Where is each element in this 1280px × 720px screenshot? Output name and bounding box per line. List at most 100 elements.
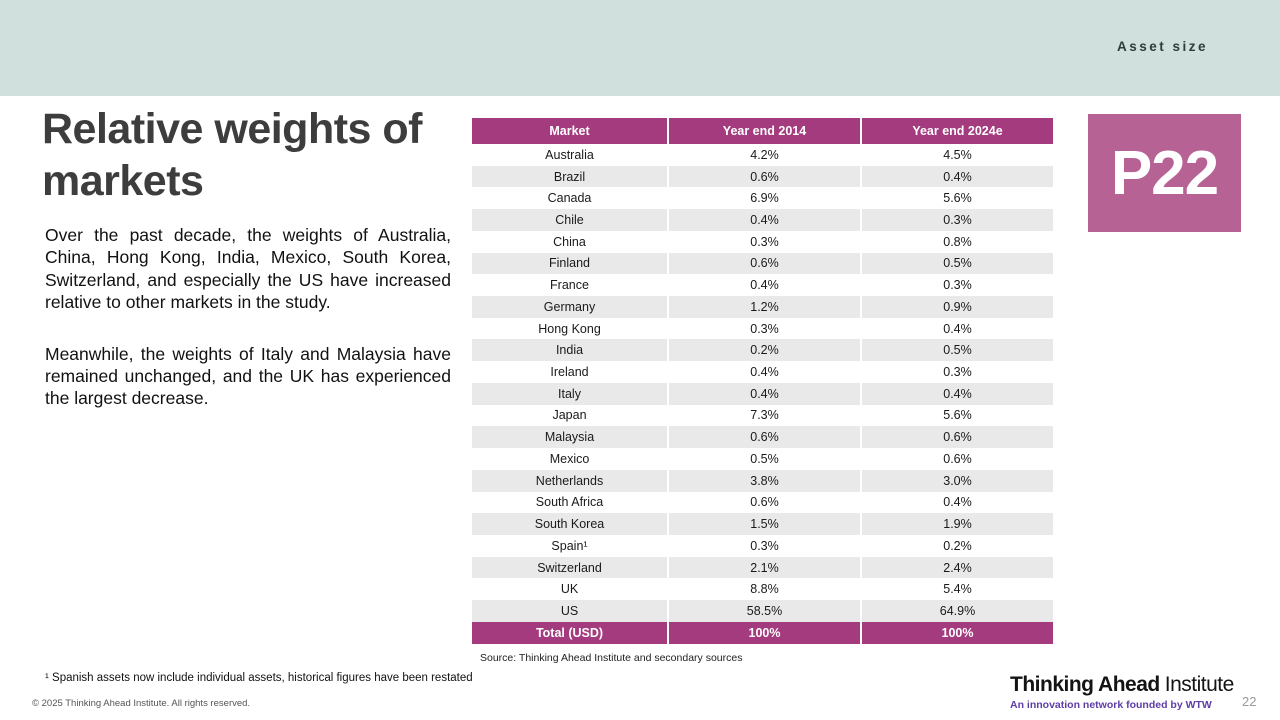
table-row: Italy 0.4% 0.4% [472, 382, 1053, 405]
table-cell-y2024: 0.3% [862, 361, 1053, 383]
table-cell-y2014: 1.5% [669, 513, 860, 535]
table-cell-y2014: 0.5% [669, 448, 860, 470]
table-cell-y2014: 0.4% [669, 209, 860, 231]
brand-name: Thinking Ahead Institute [1010, 673, 1250, 697]
page-badge: P22 [1088, 114, 1241, 232]
table-cell-y2014: 0.6% [669, 165, 860, 188]
table-row: Japan 7.3% 5.6% [472, 404, 1053, 427]
table-cell-market: Spain¹ [472, 534, 667, 557]
table-cell-y2014: 0.2% [669, 339, 860, 362]
table-cell-y2014: 0.3% [669, 317, 860, 340]
table-row: Malaysia 0.6% 0.6% [472, 426, 1053, 449]
table-cell-market: Chile [472, 209, 667, 231]
table-cell-y2024: 0.9% [862, 296, 1053, 318]
brand-name-bold: Thinking Ahead [1010, 673, 1160, 696]
brand-logo: Thinking Ahead Institute An innovation ne… [1010, 673, 1250, 711]
top-banner: Asset size [0, 0, 1280, 96]
table-cell-market: France [472, 274, 667, 297]
table-cell-y2014: 2.1% [669, 556, 860, 579]
paragraph-2: Meanwhile, the weights of Italy and Mala… [45, 343, 451, 409]
table-cell-y2014: 0.6% [669, 252, 860, 275]
table-cell-market: Finland [472, 252, 667, 275]
table-cell-y2024: 5.6% [862, 404, 1053, 427]
table-cell-y2024: 0.8% [862, 230, 1053, 253]
table-total-row: Total (USD) 100% 100% [472, 621, 1053, 644]
table-cell-market: Switzerland [472, 556, 667, 579]
paragraph-1: Over the past decade, the weights of Aus… [45, 225, 451, 313]
table-cell-y2024: 0.4% [862, 165, 1053, 188]
table-cell-y2024: 0.3% [862, 209, 1053, 231]
table-row: Australia 4.2% 4.5% [472, 144, 1053, 166]
table-cell-y2014: 0.4% [669, 361, 860, 383]
table-cell-market: US [472, 600, 667, 622]
table-cell-market: Netherlands [472, 469, 667, 492]
table-row: Chile 0.4% 0.3% [472, 209, 1053, 231]
total-2024e: 100% [862, 621, 1053, 644]
table-cell-y2014: 4.2% [669, 144, 860, 166]
table-cell-y2024: 0.6% [862, 426, 1053, 449]
table-header-row: Market Year end 2014 Year end 2024e [472, 118, 1053, 144]
table-row: Canada 6.9% 5.6% [472, 187, 1053, 210]
table-cell-market: Japan [472, 404, 667, 427]
table-row: Spain¹ 0.3% 0.2% [472, 534, 1053, 557]
table-cell-y2014: 0.6% [669, 491, 860, 514]
table-cell-market: Canada [472, 187, 667, 210]
table-row: South Africa 0.6% 0.4% [472, 491, 1053, 514]
table-cell-y2014: 0.3% [669, 534, 860, 557]
table-header-2024e: Year end 2024e [862, 118, 1053, 144]
footnote: ¹ Spanish assets now include individual … [45, 672, 473, 684]
table-cell-market: Australia [472, 144, 667, 166]
table-cell-y2014: 58.5% [669, 600, 860, 622]
copyright: © 2025 Thinking Ahead Institute. All rig… [32, 698, 251, 709]
table-cell-y2024: 0.5% [862, 339, 1053, 362]
table-cell-y2014: 0.3% [669, 230, 860, 253]
table-cell-y2014: 0.4% [669, 274, 860, 297]
table-cell-market: Brazil [472, 165, 667, 188]
table-row: France 0.4% 0.3% [472, 274, 1053, 297]
table-row: Germany 1.2% 0.9% [472, 296, 1053, 318]
table-cell-y2014: 8.8% [669, 578, 860, 601]
table-row: Netherlands 3.8% 3.0% [472, 469, 1053, 492]
table-cell-market: South Korea [472, 513, 667, 535]
table-row: India 0.2% 0.5% [472, 339, 1053, 362]
table-cell-y2014: 3.8% [669, 469, 860, 492]
table-cell-y2024: 5.6% [862, 187, 1053, 210]
page-number: 22 [1242, 694, 1257, 709]
table-cell-market: Malaysia [472, 426, 667, 449]
table-cell-market: Italy [472, 382, 667, 405]
brand-name-regular: Institute [1164, 673, 1235, 696]
table-row: Switzerland 2.1% 2.4% [472, 556, 1053, 579]
table-body: Australia 4.2% 4.5% Brazil 0.6% 0.4% Canada 6.9… [472, 144, 1053, 622]
table-cell-market: China [472, 230, 667, 253]
table-cell-y2014: 1.2% [669, 296, 860, 318]
section-label: Asset size [1116, 39, 1208, 54]
table-row: UK 8.8% 5.4% [472, 578, 1053, 601]
table-row: South Korea 1.5% 1.9% [472, 513, 1053, 535]
table-cell-y2024: 0.2% [862, 534, 1053, 557]
table-header-market: Market [472, 118, 667, 144]
table-cell-y2024: 0.4% [862, 317, 1053, 340]
table-cell-y2024: 0.4% [862, 382, 1053, 405]
table-cell-y2014: 6.9% [669, 187, 860, 210]
table-row: China 0.3% 0.8% [472, 230, 1053, 253]
table-cell-y2024: 0.5% [862, 252, 1053, 275]
table-cell-y2024: 0.3% [862, 274, 1053, 297]
table-row: Hong Kong 0.3% 0.4% [472, 317, 1053, 340]
table-row: Brazil 0.6% 0.4% [472, 165, 1053, 188]
table-cell-y2024: 2.4% [862, 556, 1053, 579]
total-label: Total (USD) [472, 621, 667, 644]
table-row: Ireland 0.4% 0.3% [472, 361, 1053, 383]
table-row: Mexico 0.5% 0.6% [472, 448, 1053, 470]
table-header-2014: Year end 2014 [669, 118, 860, 144]
table-cell-market: Germany [472, 296, 667, 318]
markets-table: Market Year end 2014 Year end 2024e Aust… [472, 118, 1053, 664]
table-row: Finland 0.6% 0.5% [472, 252, 1053, 275]
table-cell-y2024: 5.4% [862, 578, 1053, 601]
body-text: Over the past decade, the weights of Aus… [45, 224, 451, 439]
table-cell-y2014: 7.3% [669, 404, 860, 427]
total-2014: 100% [669, 621, 860, 644]
table-cell-y2014: 0.6% [669, 426, 860, 449]
table-cell-y2024: 3.0% [862, 469, 1053, 492]
page-title: Relative weights of markets [42, 105, 422, 206]
